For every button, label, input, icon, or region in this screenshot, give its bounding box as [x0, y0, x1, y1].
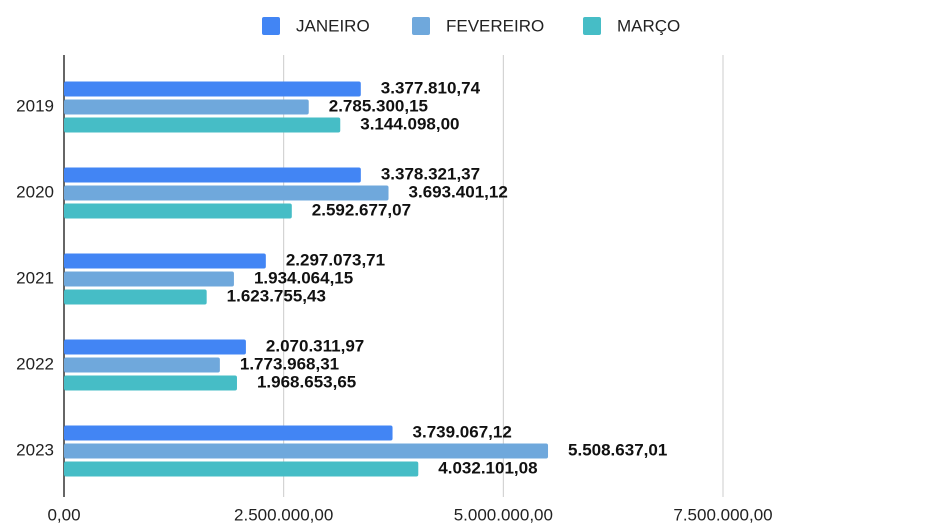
legend-label: FEVEREIRO	[446, 16, 544, 35]
value-label: 1.968.653,65	[257, 372, 356, 391]
legend-swatch	[583, 17, 601, 35]
bar	[64, 289, 207, 305]
value-label: 3.693.401,12	[409, 182, 508, 201]
x-tick-label: 7.500.000,00	[673, 505, 772, 524]
bar	[64, 375, 237, 391]
bar	[64, 461, 419, 477]
bar	[64, 425, 393, 441]
value-label: 1.934.064,15	[254, 268, 353, 287]
value-label: 3.144.098,00	[360, 114, 459, 133]
value-label: 5.508.637,01	[568, 440, 667, 459]
value-label: 2.785.300,15	[329, 96, 428, 115]
y-tick-label: 2023	[16, 440, 54, 459]
y-tick-label: 2022	[16, 354, 54, 373]
value-label: 2.070.311,97	[266, 336, 364, 355]
bar	[64, 203, 292, 219]
value-label: 3.378.321,37	[381, 164, 480, 183]
y-tick-label: 2019	[16, 96, 54, 115]
x-tick-label: 0,00	[47, 505, 80, 524]
value-label: 3.377.810,74	[381, 78, 481, 97]
x-tick-label: 5.000.000,00	[454, 505, 553, 524]
legend-label: MARÇO	[617, 16, 680, 35]
bar	[64, 339, 246, 355]
bar	[64, 99, 309, 115]
legend-swatch	[412, 17, 430, 35]
value-label: 3.739.067,12	[413, 422, 512, 441]
bar	[64, 357, 220, 373]
y-tick-label: 2021	[16, 268, 54, 287]
x-tick-label: 2.500.000,00	[234, 505, 333, 524]
y-tick-label: 2020	[16, 182, 54, 201]
bar	[64, 185, 389, 201]
bar	[64, 117, 341, 133]
value-label: 1.773.968,31	[240, 354, 339, 373]
value-label: 1.623.755,43	[227, 286, 326, 305]
value-label: 2.297.073,71	[286, 250, 385, 269]
bar	[64, 443, 549, 459]
bar	[64, 271, 234, 287]
legend-label: JANEIRO	[296, 16, 370, 35]
bar	[64, 167, 361, 183]
bar	[64, 253, 266, 269]
legend-swatch	[262, 17, 280, 35]
value-label: 4.032.101,08	[438, 458, 537, 477]
bar	[64, 81, 361, 97]
value-label: 2.592.677,07	[312, 200, 411, 219]
